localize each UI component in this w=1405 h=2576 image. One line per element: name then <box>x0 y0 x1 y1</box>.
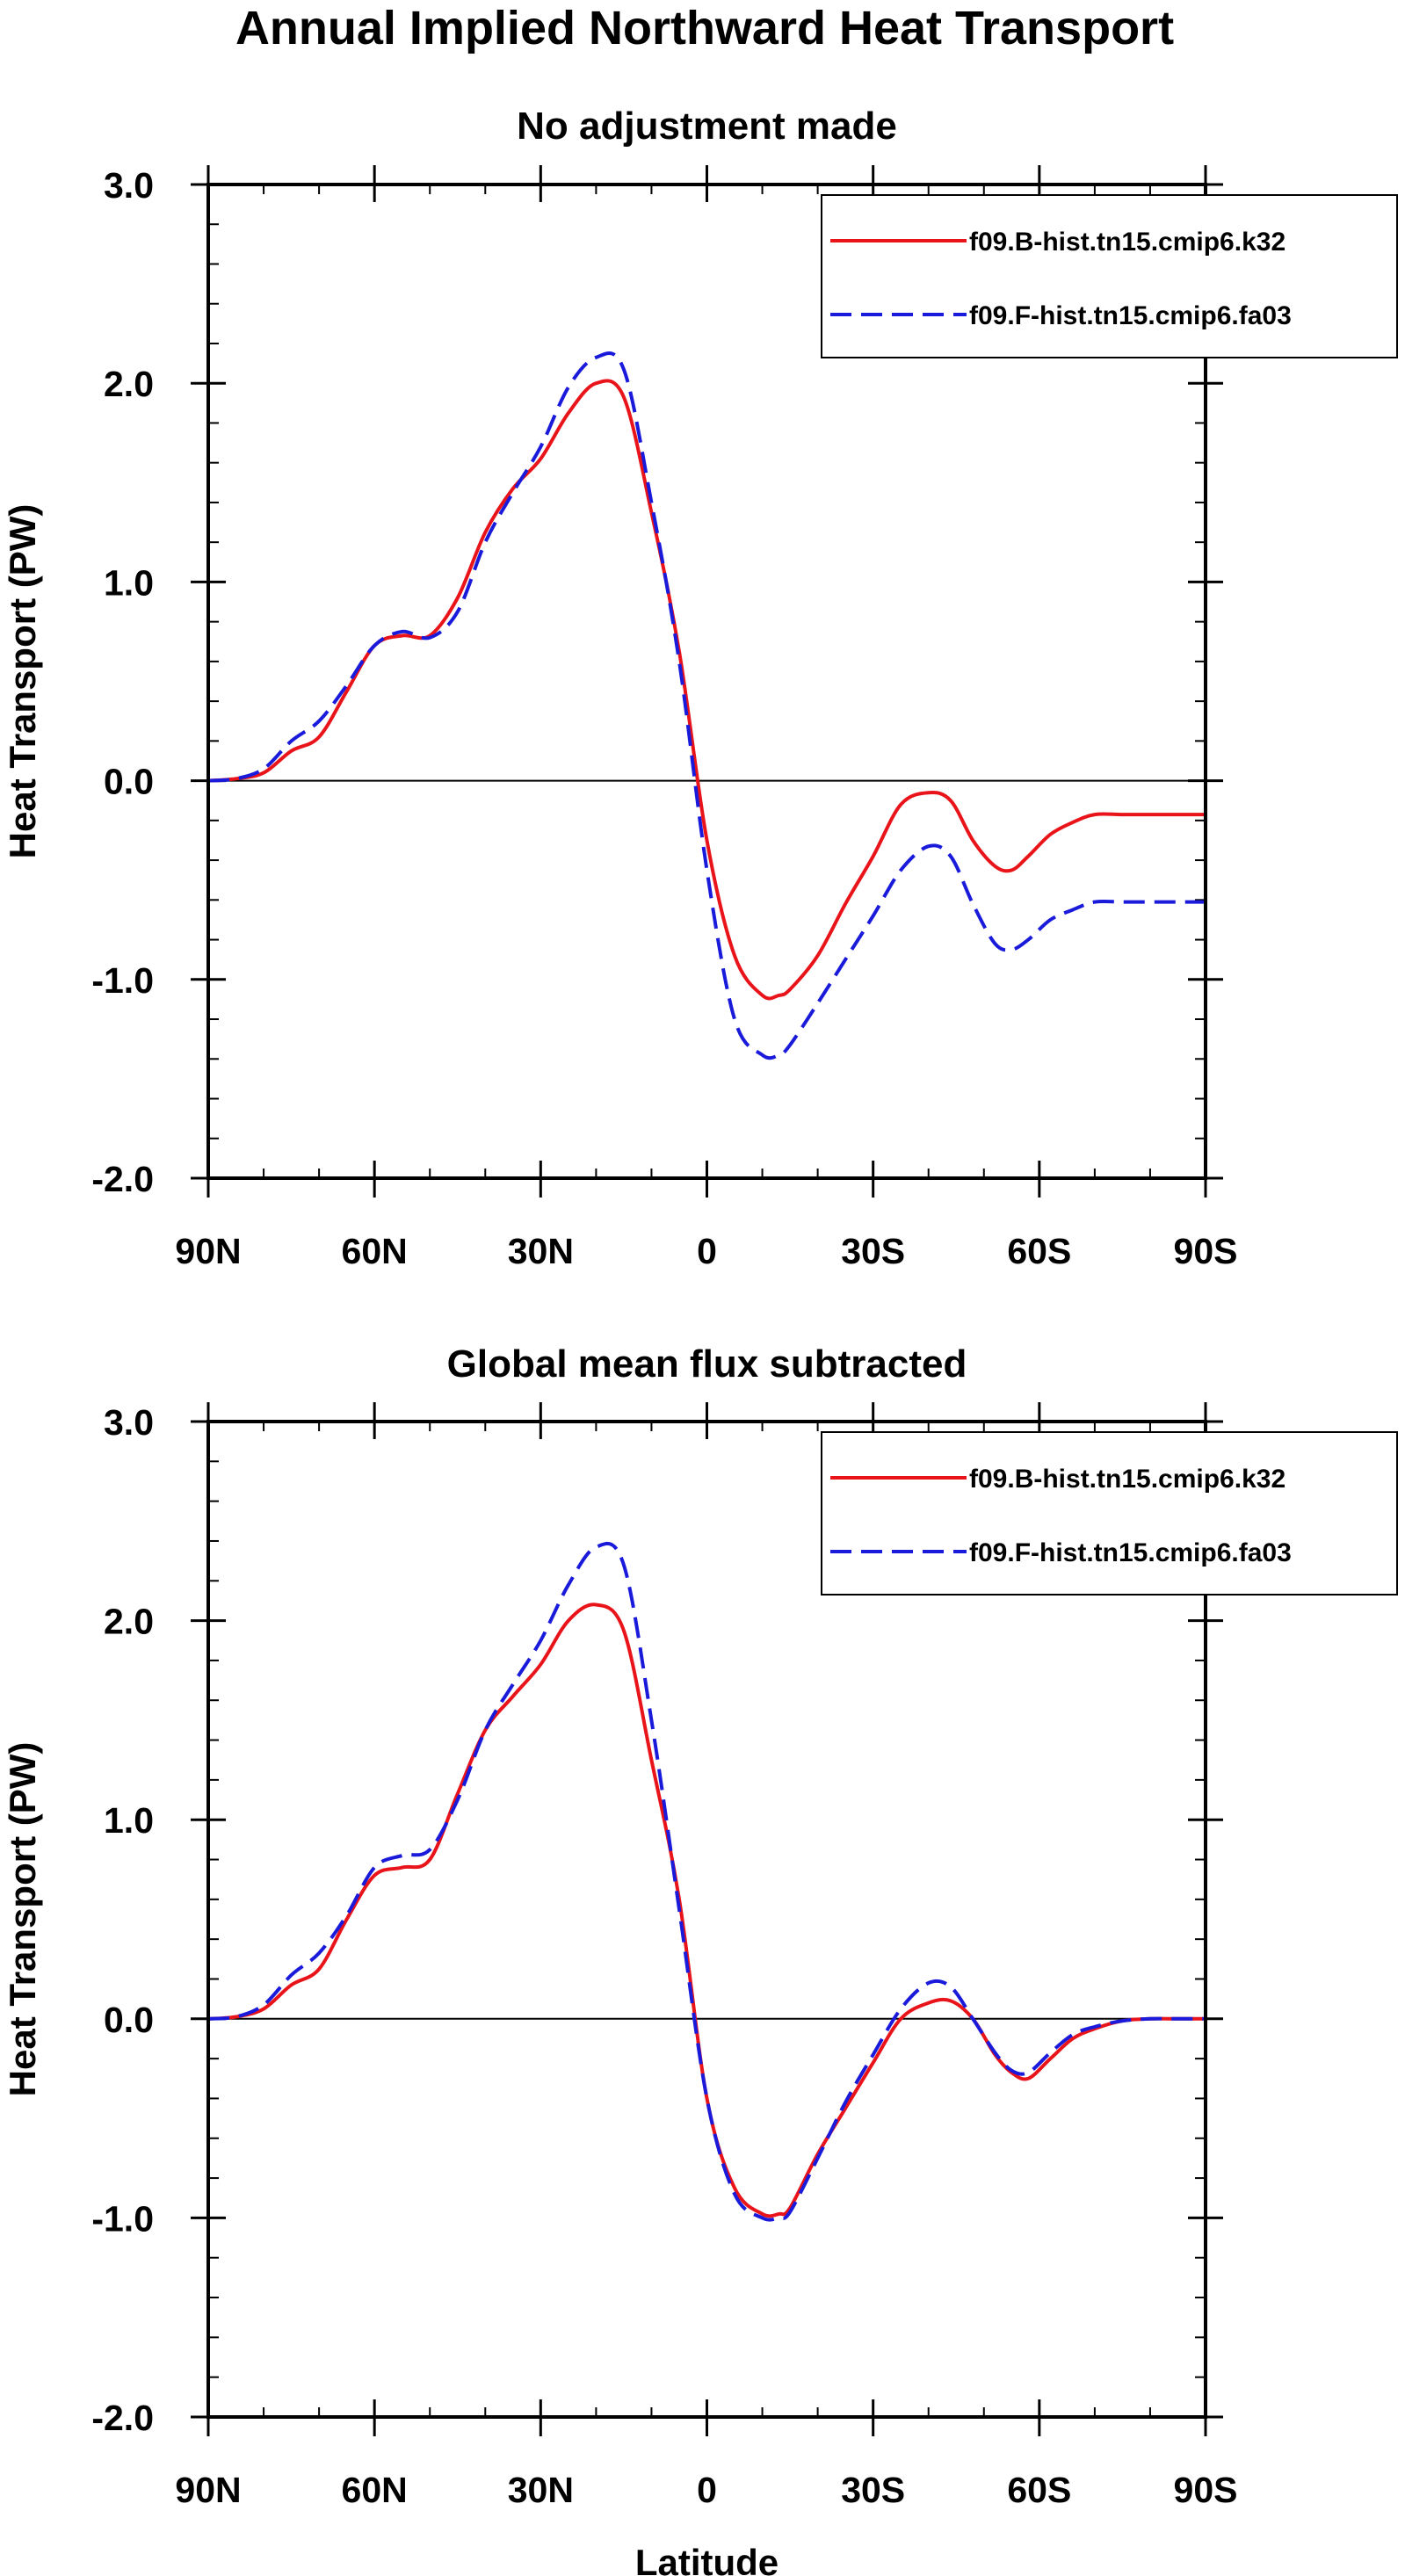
y-axis-label: Heat Transport (PW) <box>2 504 43 859</box>
x-tick-label: 30S <box>841 1231 905 1271</box>
legend-label-1: f09.B-hist.tn15.cmip6.k32 <box>969 228 1286 257</box>
y-tick-label: 1.0 <box>104 562 154 603</box>
y-tick-label: -1.0 <box>91 2198 154 2239</box>
x-tick-label: 90S <box>1174 1231 1238 1271</box>
x-tick-label: 30N <box>508 1231 574 1271</box>
y-tick-label: 0.0 <box>104 2000 154 2040</box>
y-tick-label: 2.0 <box>104 1602 154 1642</box>
plot-frame <box>206 183 1207 1180</box>
y-tick-label: 2.0 <box>104 364 154 404</box>
x-tick-label: 90N <box>175 2470 241 2510</box>
legend-box <box>821 194 1398 358</box>
y-axis-label: Heat Transport (PW) <box>2 1742 43 2097</box>
panel-global-mean-flux-subtracted: Global mean flux subtracted 3.0 2.0 1.0 0.0 -… <box>2 1342 1398 2576</box>
x-tick-label: 60N <box>342 1231 408 1271</box>
figure-title: Annual Implied Northward Heat Transport <box>235 2 1174 54</box>
x-tick-label: 90S <box>1174 2470 1238 2510</box>
x-tick-label: 60S <box>1007 1231 1071 1271</box>
x-tick-label: 30N <box>508 2470 574 2510</box>
legend-box <box>821 1431 1398 1596</box>
x-tick-label: 60S <box>1007 2470 1071 2510</box>
y-tick-label: 0.0 <box>104 762 154 802</box>
legend-label-2: f09.F-hist.tn15.cmip6.fa03 <box>969 301 1292 330</box>
y-tick-label: -2.0 <box>91 2398 154 2438</box>
panel-no-adjustment: No adjustment made 3.0 2.0 1.0 0.0 -1.0 -2.0 90… <box>2 105 1398 1271</box>
panel-title: Global mean flux subtracted <box>447 1342 967 1386</box>
x-tick-label: 0 <box>697 1231 717 1271</box>
x-tick-label: 60N <box>342 2470 408 2510</box>
series-line-2 <box>208 351 1206 1060</box>
y-tick-label: 3.0 <box>104 165 154 206</box>
series-line-2 <box>208 1541 1206 2222</box>
x-tick-label: 30S <box>841 2470 905 2510</box>
legend-label-2: f09.F-hist.tn15.cmip6.fa03 <box>969 1538 1292 1567</box>
x-axis-label: Latitude <box>635 2542 779 2576</box>
y-tick-label: 1.0 <box>104 1800 154 1841</box>
legend: f09.B-hist.tn15.cmip6.k32 f09.F-hist.tn15… <box>821 194 1398 358</box>
y-tick-label: 3.0 <box>104 1402 154 1443</box>
legend: f09.B-hist.tn15.cmip6.k32 f09.F-hist.tn15… <box>821 1431 1398 1596</box>
y-tick-label: -2.0 <box>91 1159 154 1199</box>
legend-label-1: f09.B-hist.tn15.cmip6.k32 <box>969 1465 1286 1494</box>
series-line-1 <box>208 379 1206 1001</box>
x-tick-label: 90N <box>175 1231 241 1271</box>
x-tick-label: 0 <box>697 2470 717 2510</box>
y-tick-label: -1.0 <box>91 960 154 1001</box>
panel-title: No adjustment made <box>517 105 897 148</box>
series-line-1 <box>208 1603 1206 2218</box>
plot-frame <box>206 1420 1207 2419</box>
